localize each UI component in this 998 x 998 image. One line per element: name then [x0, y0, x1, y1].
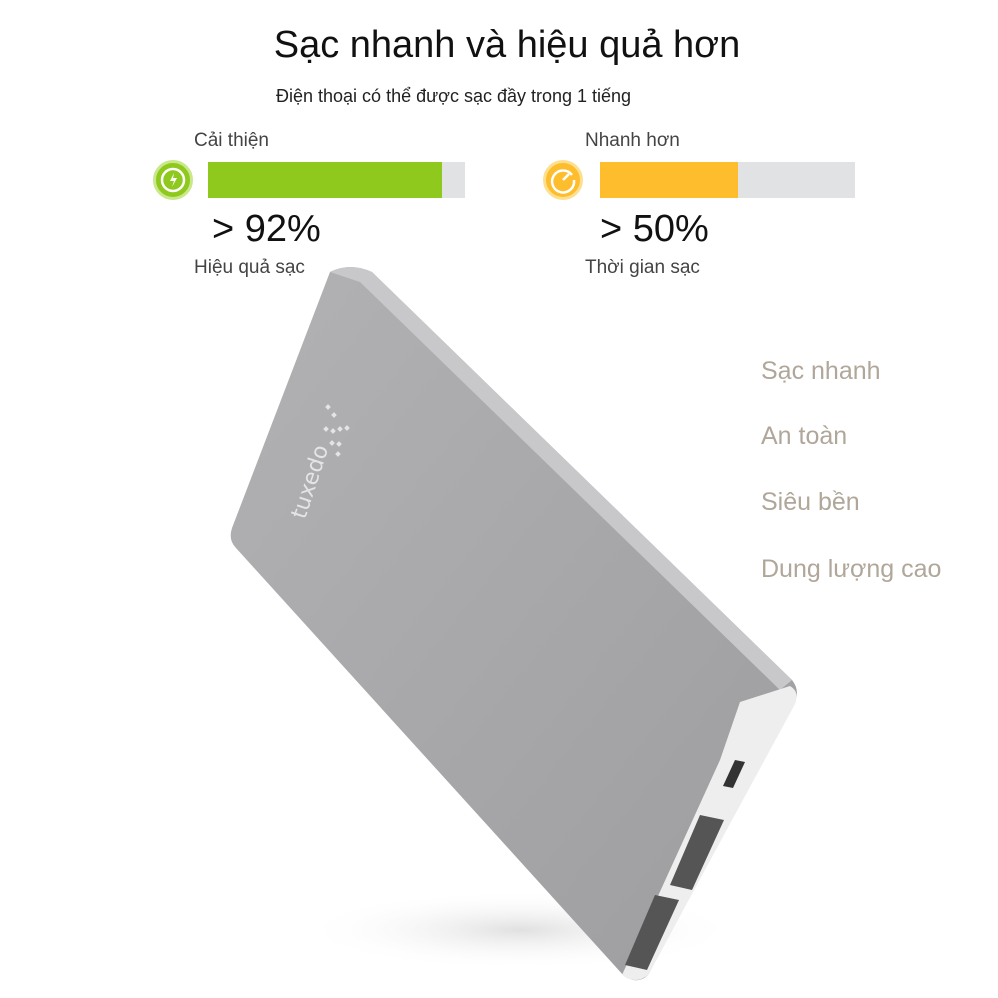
lightning-icon [153, 160, 193, 200]
charge-time-progress-fill [600, 162, 738, 198]
feature-durable: Siêu bền [761, 488, 860, 516]
charge-time-value: > 50% [600, 208, 709, 250]
usb-c-port [723, 760, 745, 788]
efficiency-progress-bar [208, 162, 465, 198]
speedometer-icon [543, 160, 583, 200]
efficiency-progress-fill [208, 162, 442, 198]
page-title: Sạc nhanh và hiệu quả hơn [273, 24, 741, 66]
usb-port-2 [625, 895, 679, 970]
feature-high-capacity: Dung lượng cao [761, 555, 942, 583]
feature-fast-charge: Sạc nhanh [761, 357, 881, 385]
stat-label-improve: Cải thiện [194, 130, 269, 151]
efficiency-value: > 92% [212, 208, 321, 250]
charge-time-progress-bar [600, 162, 855, 198]
charge-time-caption: Thời gian sạc [585, 257, 700, 278]
subtitle: Điện thoại có thể được sạc đầy trong 1 t… [276, 86, 632, 106]
feature-safe: An toàn [761, 422, 848, 450]
usb-port-1 [670, 815, 724, 890]
stat-label-faster: Nhanh hơn [585, 130, 680, 151]
efficiency-caption: Hiệu quả sạc [194, 257, 305, 278]
